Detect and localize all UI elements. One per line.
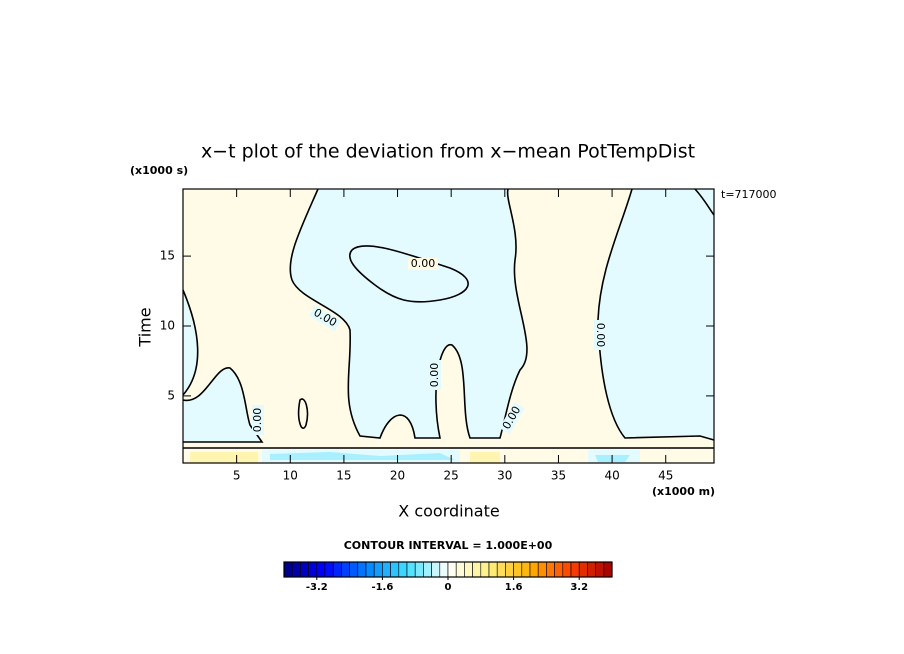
x-tick-label: 25 <box>444 469 459 483</box>
contour-label: 0.00 <box>251 408 264 433</box>
contour-label-bg <box>408 258 438 270</box>
contour-label: 0.00 <box>411 257 436 270</box>
colorbar-box <box>496 561 506 578</box>
y-tick-label: 10 <box>160 319 175 333</box>
field-region <box>190 452 500 463</box>
x-tick-label: 5 <box>233 469 241 483</box>
colorbar-box <box>291 561 301 578</box>
colorbar-box <box>324 561 334 578</box>
colorbar-tick-label: -3.2 <box>306 582 328 593</box>
contour-label-bg <box>429 360 441 390</box>
contour-line <box>183 398 714 449</box>
contour-label-bg <box>594 320 606 350</box>
colorbar-box <box>414 561 424 578</box>
colorbar-box <box>431 561 441 578</box>
field-region <box>598 189 714 440</box>
colorbar-box <box>562 561 572 578</box>
colorbar-box <box>349 561 359 578</box>
colorbar-box <box>308 561 318 578</box>
colorbar-box <box>341 561 350 578</box>
colorbar-box <box>447 561 457 578</box>
colorbar-box <box>406 561 416 578</box>
y-unit: (x1000 s) <box>130 164 188 177</box>
colorbar-box <box>537 561 547 578</box>
colorbar-box <box>300 561 309 578</box>
contour-line <box>182 289 264 443</box>
colorbar-box <box>505 561 514 578</box>
x-tick-label: 20 <box>390 469 405 483</box>
colorbar-box <box>464 561 473 578</box>
colorbar-box <box>578 561 588 578</box>
colorbar-box <box>480 561 490 578</box>
colorbar-box <box>373 561 383 578</box>
contour-label: 0.00 <box>428 363 441 388</box>
colorbar-box <box>439 561 449 578</box>
x-tick-label: 15 <box>336 469 351 483</box>
x-label: X coordinate <box>398 502 499 521</box>
colorbar-box <box>546 561 555 578</box>
colorbar-box <box>488 561 498 578</box>
contour-field <box>182 188 715 463</box>
colorbar-tick-label: -1.6 <box>371 582 393 593</box>
colorbar-box <box>455 561 465 578</box>
colorbar-box <box>521 561 531 578</box>
field-region <box>183 367 262 442</box>
colorbar-box <box>554 561 564 578</box>
colorbar-tick-label: 3.2 <box>570 582 588 593</box>
x-tick-label: 10 <box>283 469 298 483</box>
x-tick-label: 30 <box>497 469 512 483</box>
colorbar-box <box>570 561 580 578</box>
colorbar-box <box>365 561 375 578</box>
colorbar-box <box>332 561 342 578</box>
colorbar-box <box>357 561 367 578</box>
colorbar-box <box>316 561 326 578</box>
y-tick-label: 5 <box>167 388 175 402</box>
colorbar-box <box>587 561 596 578</box>
colorbar-tick-label: 0 <box>445 582 452 593</box>
colorbar-tick-label: 1.6 <box>505 582 523 593</box>
field-region <box>290 189 527 438</box>
y-tick-label: 15 <box>160 249 175 263</box>
colorbar-box <box>382 561 391 578</box>
contour-label-bg <box>499 402 525 434</box>
y-label: Time <box>136 307 155 347</box>
colorbar-title: CONTOUR INTERVAL = 1.000E+00 <box>344 539 553 552</box>
field-region <box>349 245 469 303</box>
contour-label-bg <box>309 305 341 331</box>
field-region <box>270 452 630 462</box>
x-tick-label: 40 <box>604 469 619 483</box>
colorbar-box <box>423 561 432 578</box>
annotation: t=717000 <box>721 188 777 201</box>
colorbar-box <box>595 561 605 578</box>
x-tick-label: 45 <box>658 469 673 483</box>
colorbar-box <box>283 561 293 578</box>
colorbar-box <box>398 561 408 578</box>
x-unit: (x1000 m) <box>652 485 715 498</box>
colorbar-box <box>603 561 613 578</box>
chart-title: x−t plot of the deviation from x−mean Po… <box>201 141 695 163</box>
field-region <box>183 290 198 395</box>
colorbar-box <box>472 561 482 578</box>
colorbar-box <box>390 561 400 578</box>
colorbar-box <box>513 561 523 578</box>
contour-label: 0.00 <box>594 323 607 348</box>
contour-label-bg <box>252 405 264 435</box>
colorbar-box <box>529 561 539 578</box>
x-tick-label: 35 <box>551 469 566 483</box>
